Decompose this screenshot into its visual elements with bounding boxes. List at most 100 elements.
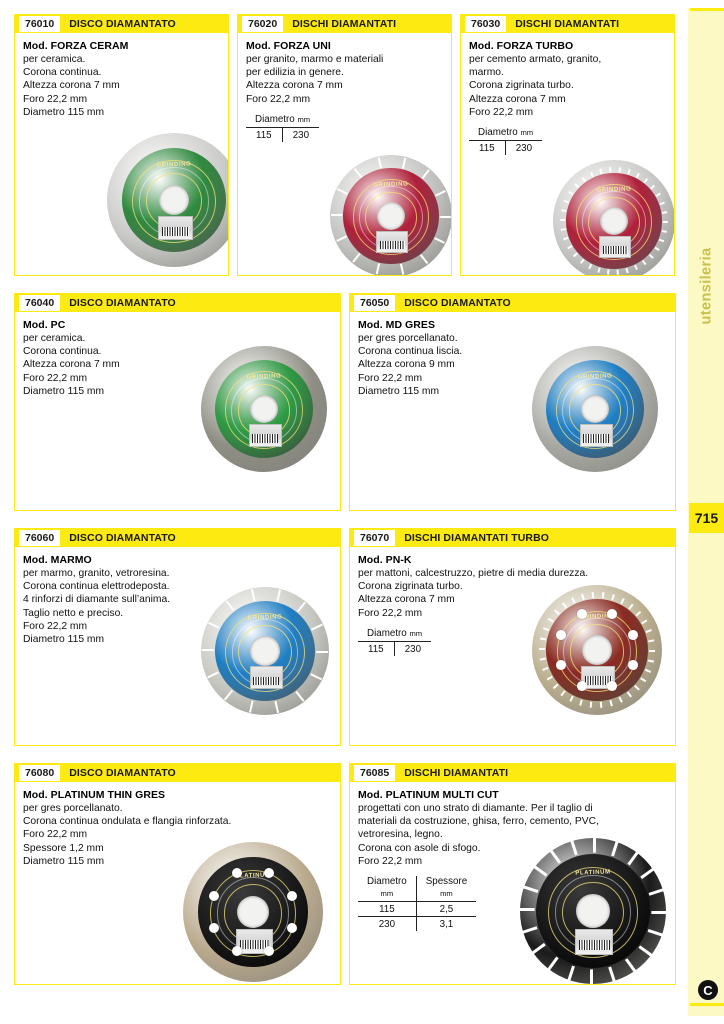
product-grid: 76010 DISCO DIAMANTATO Mod. FORZA CERAM … — [14, 14, 676, 1002]
desc-line: marmo. — [469, 67, 504, 79]
product-row-1: 76010 DISCO DIAMANTATO Mod. FORZA CERAM … — [14, 14, 676, 276]
product-description: per ceramica. Corona continua. Altezza c… — [23, 332, 332, 398]
product-description: per mattoni, calcestruzzo, pietre di med… — [358, 567, 667, 620]
spec-header-cell: Diametro mm — [358, 876, 417, 903]
disc-barcode-label — [575, 928, 614, 955]
desc-line: per granito, marmo e materiali — [246, 54, 384, 65]
table-row: Diametro mm — [358, 627, 432, 642]
panel-header: 76070 DISCHI DIAMANTATI TURBO — [350, 529, 675, 547]
panel-header: 76030 DISCHI DIAMANTATI — [461, 15, 674, 33]
spec-header-label: Diametro — [367, 627, 407, 639]
brand-logo-letter: C — [703, 982, 713, 998]
product-description: progettati con uno strato di diamante. P… — [358, 802, 667, 868]
desc-line: vetroresina, legno. — [358, 829, 443, 841]
disc-swirl — [547, 867, 639, 958]
spec-header-label: Diametro — [478, 127, 518, 139]
product-description: per cemento armato, granito, marmo. Coro… — [469, 53, 666, 119]
spec-unit: mm — [380, 889, 394, 899]
desc-line: Diametro 115 mm — [23, 106, 105, 118]
table-row: 115 230 — [469, 140, 543, 156]
disc-barcode-label — [248, 424, 282, 447]
product-code: 76060 — [19, 530, 61, 546]
sidebar-category-label: utensileria — [688, 176, 724, 396]
sidebar-category-text: utensileria — [698, 247, 714, 325]
panel-title: DISCO DIAMANTATO — [69, 767, 176, 779]
panel-body: Mod. FORZA TURBO per cemento armato, gra… — [461, 33, 674, 161]
product-panel-76020[interactable]: 76020 DISCHI DIAMANTATI Mod. FORZA UNI p… — [237, 14, 452, 276]
spec-value: 3,1 — [415, 916, 477, 932]
disc-brand-text: GRINDING — [596, 186, 632, 194]
desc-line: per edilizia in genere. — [246, 67, 344, 79]
desc-line: per marmo, granito, vetroresina. — [23, 568, 170, 579]
desc-line: Diametro 115 mm — [358, 385, 440, 397]
disc-swirl — [225, 612, 305, 692]
desc-line: Foro 22,2 mm — [246, 93, 311, 105]
spec-value: 115 — [358, 901, 417, 918]
desc-line: per gres porcellanato. — [358, 333, 458, 344]
desc-line: per mattoni, calcestruzzo, pietre di med… — [358, 568, 589, 579]
desc-line: Altezza corona 7 mm — [23, 359, 120, 371]
product-code: 76080 — [19, 765, 61, 781]
desc-line: Foro 22,2 mm — [23, 93, 88, 105]
product-code: 76040 — [19, 295, 61, 311]
table-row: Diametro mm — [246, 113, 320, 128]
spec-value: 115 — [479, 143, 495, 155]
panel-body: Mod. PLATINUM THIN GRES per gres porcell… — [15, 782, 340, 874]
spec-value: 115 — [368, 643, 384, 655]
desc-line: Foro 22,2 mm — [23, 372, 88, 384]
product-panel-76030[interactable]: 76030 DISCHI DIAMANTATI Mod. FORZA TURBO… — [460, 14, 675, 276]
disc-bore-hole — [250, 636, 280, 666]
panel-title: DISCO DIAMANTATO — [69, 297, 176, 309]
panel-header: 76020 DISCHI DIAMANTATI — [238, 15, 451, 33]
product-code: 76085 — [354, 765, 396, 781]
spec-value: 230 — [281, 127, 320, 142]
spec-unit: mm — [409, 628, 423, 638]
product-panel-76080[interactable]: 76080 DISCO DIAMANTATO Mod. PLATINUM THI… — [14, 763, 341, 985]
panel-body: Mod. PC per ceramica. Corona continua. A… — [15, 312, 340, 404]
panel-body: Mod. PN-K per mattoni, calcestruzzo, pie… — [350, 547, 675, 662]
product-panel-76085[interactable]: 76085 DISCHI DIAMANTATI Mod. PLATINUM MU… — [349, 763, 676, 985]
table-row: 230 3,1 — [358, 916, 477, 932]
disc-bore-hole — [249, 394, 279, 424]
disc-swirl — [224, 371, 304, 450]
disc-bore-hole — [158, 184, 190, 216]
product-panel-76010[interactable]: 76010 DISCO DIAMANTATO Mod. FORZA CERAM … — [14, 14, 229, 276]
spec-table: Diametro mm 115 230 — [246, 113, 320, 142]
product-model: Mod. MD GRES — [358, 319, 436, 331]
desc-line: progettati con uno strato di diamante. P… — [358, 803, 593, 814]
spec-table: Diametro mm Spessore mm 115 2,5 — [358, 876, 477, 932]
spec-unit: mm — [440, 889, 453, 899]
product-panel-76070[interactable]: 76070 DISCHI DIAMANTATI TURBO Mod. PN-K … — [349, 528, 676, 746]
spec-header-cell: Diametro mm — [469, 127, 543, 141]
table-row: Diametro mm Spessore mm — [358, 876, 477, 903]
product-panel-76060[interactable]: 76060 DISCO DIAMANTATO Mod. MARMO per ma… — [14, 528, 341, 746]
product-model: Mod. PLATINUM MULTI CUT — [358, 789, 499, 801]
product-image-76040: GRINDING — [201, 346, 327, 472]
product-panel-76050[interactable]: 76050 DISCO DIAMANTATO Mod. MD GRES per … — [349, 293, 676, 511]
panel-body: Mod. MARMO per marmo, granito, vetroresi… — [15, 547, 340, 652]
product-model: Mod. PC — [23, 319, 66, 331]
spec-header-label: Spessore — [425, 876, 468, 888]
desc-line: Corona con asole di sfogo. — [358, 842, 481, 854]
page-number-badge: 715 — [689, 503, 724, 533]
disc-swirl — [353, 179, 429, 256]
disc-bore-hole — [236, 895, 270, 929]
category-sidebar: utensileria 715 C — [688, 8, 724, 1016]
panel-title: DISCHI DIAMANTATI — [515, 18, 620, 30]
product-description: per gres porcellanato. Corona continua o… — [23, 802, 332, 868]
table-row: Diametro mm — [469, 127, 543, 141]
panel-title: DISCO DIAMANTATO — [69, 532, 176, 544]
product-row-3: 76060 DISCO DIAMANTATO Mod. MARMO per ma… — [14, 528, 676, 746]
desc-line: per ceramica. — [23, 54, 86, 65]
desc-line: Taglio netto e preciso. — [23, 607, 124, 619]
disc-swirl — [556, 611, 638, 692]
desc-line: Diametro 115 mm — [23, 855, 105, 867]
disc-cooling-holes — [532, 585, 662, 715]
panel-body: Mod. MD GRES per gres porcellanato. Coro… — [350, 312, 675, 404]
desc-line: Foro 22,2 mm — [358, 372, 423, 384]
desc-line: 4 rinforzi di diamante sull’anima. — [23, 594, 171, 606]
spec-value: 2,5 — [415, 901, 477, 918]
product-panel-76040[interactable]: 76040 DISCO DIAMANTATO Mod. PC per ceram… — [14, 293, 341, 511]
desc-line: Diametro 115 mm — [23, 634, 105, 646]
